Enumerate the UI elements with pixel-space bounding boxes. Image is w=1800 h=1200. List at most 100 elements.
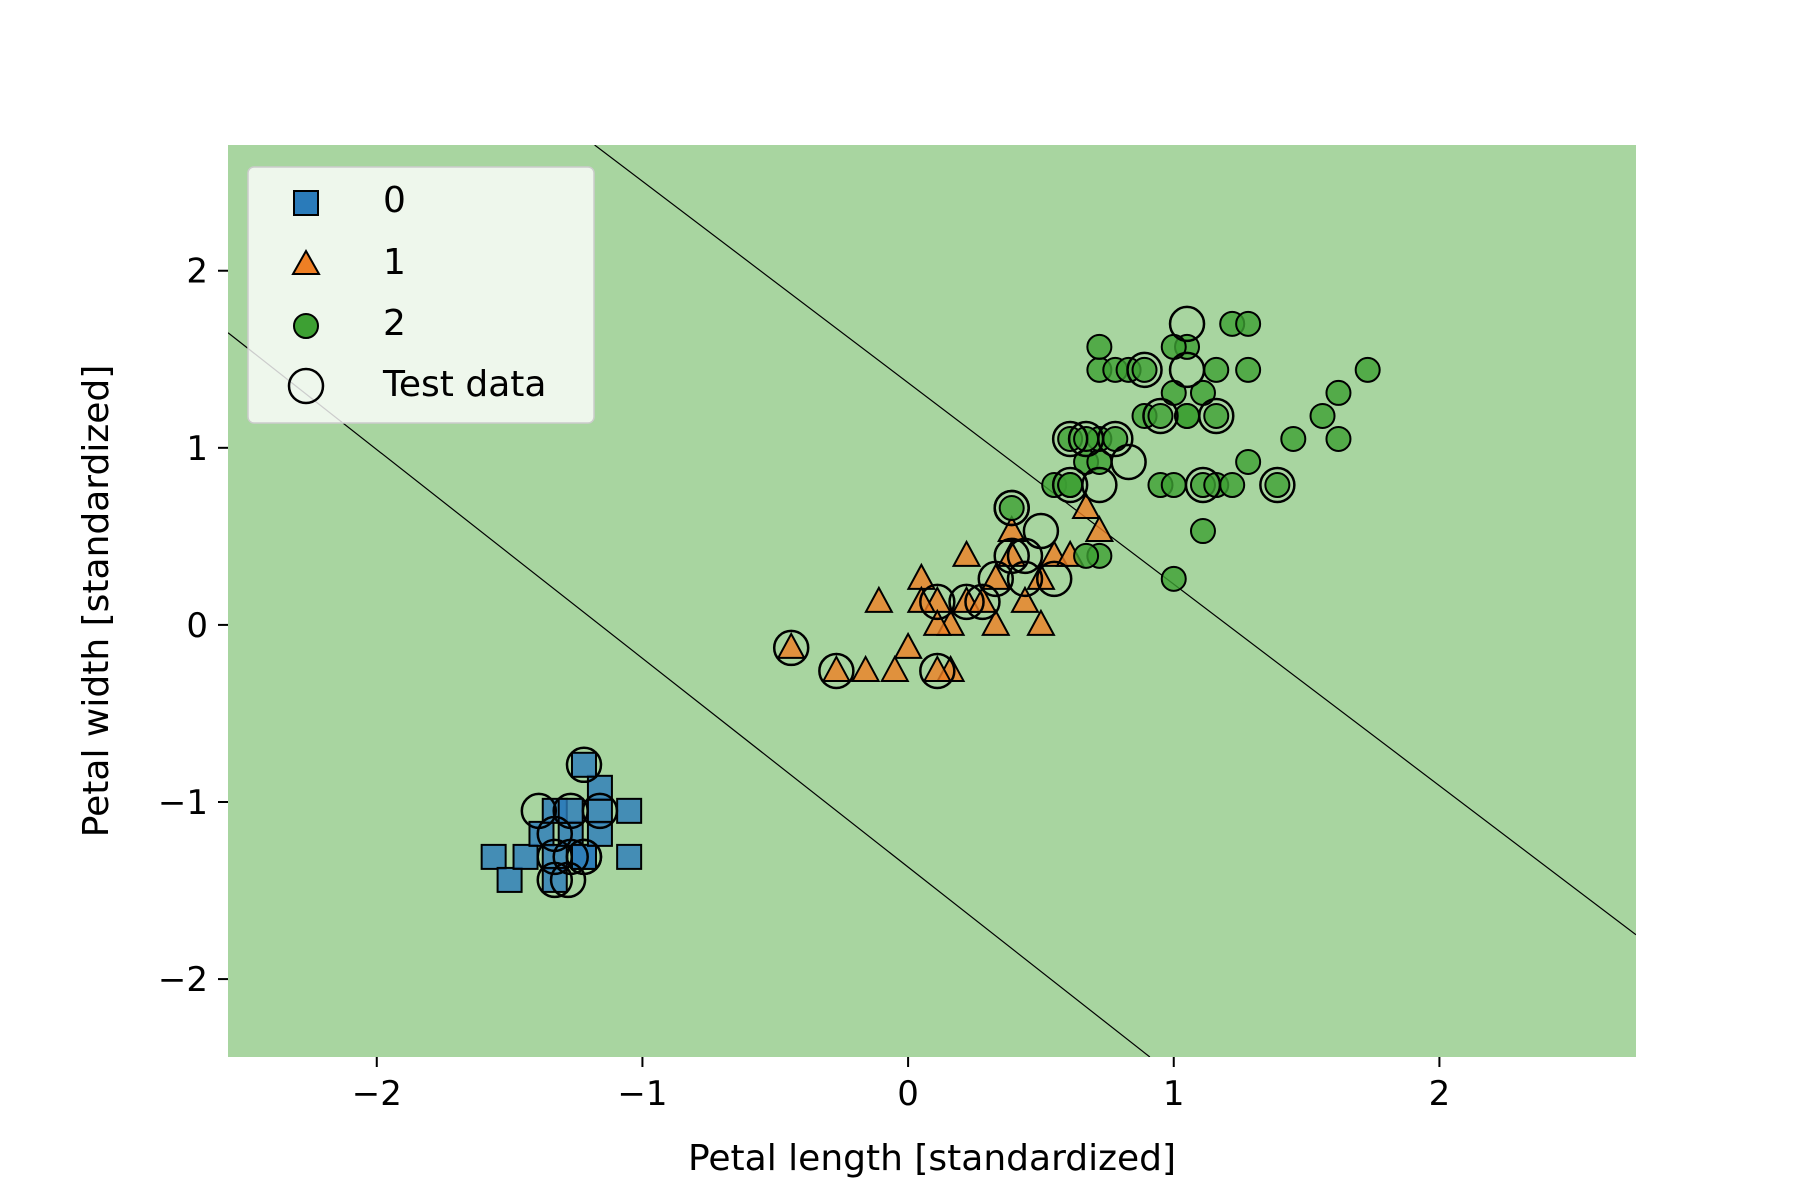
test-data-marker: [1097, 420, 1134, 458]
class-2-point: [1235, 448, 1262, 475]
class-2-point: [1147, 402, 1174, 429]
class-2-point: [1160, 379, 1187, 406]
class-1-point: [922, 608, 952, 636]
test-data-marker: [1035, 560, 1073, 598]
test-data-marker: [1168, 305, 1206, 343]
class-2-point: [1189, 518, 1216, 545]
class-0-point: [586, 797, 613, 824]
class-2-point: [1102, 425, 1129, 452]
class-1-point: [776, 631, 806, 659]
legend-label-class-1: 1: [383, 242, 406, 283]
test-data-marker: [1110, 443, 1147, 481]
test-data-marker: [1051, 466, 1089, 504]
test-data-marker: [1126, 351, 1163, 389]
x-tick-label: 1: [1163, 1074, 1185, 1114]
test-data-marker: [993, 537, 1030, 575]
test-data-marker: [1168, 351, 1206, 389]
class-1-point: [922, 654, 952, 682]
test-data-marker: [565, 838, 603, 876]
x-tick-label: 2: [1429, 1074, 1451, 1114]
class-1-point: [821, 654, 852, 682]
class-0-point: [480, 843, 507, 870]
class-1-point: [981, 608, 1011, 636]
test-data-marker: [1198, 397, 1235, 435]
x-tick-label: 0: [897, 1074, 919, 1114]
test-data-marker: [1006, 560, 1044, 598]
class-2-point: [1073, 542, 1100, 569]
y-tick-label: 1: [186, 429, 208, 469]
class-1-point: [1010, 585, 1040, 613]
y-axis-label: Petal width [standardized]: [76, 365, 117, 838]
legend-label-class-2: 2: [383, 303, 406, 344]
test-data-marker: [1081, 466, 1118, 504]
class-1-point: [864, 585, 894, 613]
y-axis-ticks: −2 −1 0 1 2: [158, 252, 228, 1000]
legend-circle-marker: [293, 313, 319, 339]
class-1-point: [951, 539, 982, 567]
class-0-point: [496, 866, 523, 893]
class-2-point: [1235, 356, 1262, 383]
decision-boundary-0-1: [228, 332, 1151, 1057]
legend: 0 1 2 Test data: [247, 166, 595, 424]
legend-square-marker: [293, 190, 319, 216]
class-1-point: [981, 562, 1011, 590]
class-1-point: [1026, 608, 1056, 636]
test-data-marker: [565, 746, 603, 784]
class-2-point: [1203, 402, 1230, 429]
test-data-marker: [772, 629, 810, 667]
class-0-point: [528, 820, 555, 847]
test-data-marker: [581, 792, 619, 830]
test-data-marker: [1051, 420, 1089, 458]
decision-boundary-1-2: [594, 145, 1636, 936]
legend-hollow-circle-marker: [287, 367, 325, 405]
class-2-point: [1203, 356, 1230, 383]
class-2-point: [998, 495, 1025, 522]
x-axis-label: Petal length [standardized]: [688, 1138, 1176, 1179]
y-tick-label: −2: [158, 960, 208, 1000]
x-tick-label: −1: [617, 1074, 667, 1114]
class-2-point: [1057, 472, 1084, 499]
class-1-point: [1084, 514, 1115, 543]
legend-triangle-marker: [291, 248, 321, 275]
test-data-marker: [536, 861, 574, 899]
test-data-marker: [993, 489, 1030, 527]
test-data-marker: [919, 652, 956, 690]
class-1-point: [1071, 491, 1101, 520]
class-2-point: [1325, 379, 1352, 406]
class-2-point: [1160, 472, 1187, 499]
test-data-marker: [818, 652, 855, 690]
class-2-point: [1325, 425, 1352, 452]
test-data-marker: [1067, 420, 1105, 458]
class-0-point: [512, 843, 539, 870]
test-data-marker: [552, 792, 589, 830]
class-0-point: [616, 797, 643, 824]
class-2-point: [1309, 402, 1336, 429]
legend-label-class-0: 0: [383, 180, 406, 221]
test-data-marker: [536, 838, 574, 876]
class-2-point: [1264, 472, 1291, 499]
class-0-point: [616, 843, 643, 870]
class-1-point: [997, 514, 1027, 543]
y-tick-label: 0: [186, 606, 208, 646]
class-2-point: [1086, 333, 1113, 360]
class-2-point: [1280, 425, 1307, 452]
y-tick-label: −1: [158, 783, 208, 823]
class-2-point: [1354, 356, 1381, 383]
test-data-marker: [1259, 466, 1296, 504]
test-data-marker: [1184, 466, 1222, 504]
class-2-point: [1219, 472, 1246, 499]
test-data-marker: [964, 583, 1001, 621]
class-2-point: [1131, 356, 1158, 383]
test-data-marker: [948, 583, 985, 621]
test-data-marker: [1022, 512, 1060, 550]
y-tick-label: 2: [186, 252, 208, 292]
legend-label-test-data: Test data: [382, 364, 546, 405]
test-data-marker: [1142, 397, 1179, 435]
test-data-marker: [919, 583, 956, 621]
class-2-point: [1160, 333, 1187, 360]
x-axis-ticks: −2 −1 0 1 2: [352, 1057, 1451, 1114]
test-data-markers: [520, 305, 1296, 899]
class-0-point: [570, 751, 597, 778]
x-tick-label: −2: [352, 1074, 402, 1114]
